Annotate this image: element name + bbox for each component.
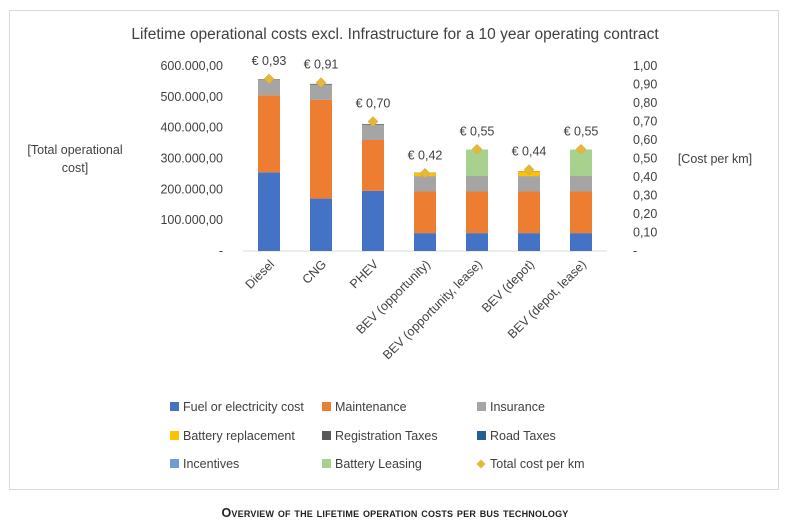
legend-swatch	[322, 459, 331, 468]
legend-label: Battery replacement	[183, 429, 295, 443]
bar-segment	[310, 99, 332, 199]
cost-per-km-label: € 0,55	[460, 124, 495, 138]
bar-segment	[310, 198, 332, 251]
right-tick-label: 0,10	[633, 226, 657, 240]
right-tick-label: 0,70	[633, 115, 657, 129]
legend: Fuel or electricity cost Maintenance Insur…	[170, 400, 584, 471]
bar-segment	[258, 79, 280, 96]
left-tick-label: 300.000,00	[160, 152, 223, 166]
bar-segment	[362, 140, 384, 191]
bar-segment	[570, 233, 592, 251]
cost-per-km-marker	[523, 164, 535, 175]
bar-segment	[466, 149, 488, 176]
cost-per-km-labels: € 0,93 € 0,91 € 0,70 € 0,42 € 0,55 € 0,44 € 0,…	[252, 54, 599, 162]
bar-segment	[466, 191, 488, 234]
left-tick-label: 100.000,00	[160, 213, 223, 227]
category-label: Diesel	[243, 257, 277, 291]
bar-segment	[570, 149, 592, 176]
bar-segment	[414, 191, 436, 234]
legend-label: Insurance	[490, 400, 545, 414]
right-axis-ticks: - 0,10 0,20 0,30 0,40 0,50 0,60 0,70 0,80 0,90 1,0…	[633, 59, 657, 258]
cost-per-km-markers	[263, 73, 587, 179]
cost-per-km-marker	[471, 143, 483, 155]
legend-label: Road Taxes	[490, 429, 556, 443]
bar-segment	[258, 95, 280, 173]
bar-segment	[518, 233, 540, 251]
bar-segment	[362, 124, 384, 140]
cost-per-km-marker	[367, 116, 379, 127]
right-tick-label: 0,60	[633, 133, 657, 147]
left-axis-label: [Total operational cost]	[27, 143, 122, 175]
cost-per-km-label: € 0,93	[252, 54, 287, 68]
chart-title: Lifetime operational costs excl. Infrast…	[131, 26, 659, 43]
bar-segment	[570, 176, 592, 192]
legend-label: Incentives	[183, 457, 239, 471]
right-axis-title: [Cost per km]	[678, 152, 752, 166]
bars	[258, 79, 592, 251]
left-axis-title: [Total operational cost]	[27, 143, 122, 175]
legend-label: Total cost per km	[490, 457, 584, 471]
bar-segment	[466, 233, 488, 251]
cost-per-km-marker	[575, 143, 587, 155]
category-label: PHEV	[347, 257, 381, 291]
right-axis-label: [Cost per km]	[678, 152, 752, 166]
left-axis-ticks: - 100.000,00 200.000,00 300.000,00 400.000,0…	[160, 59, 223, 258]
right-tick-label: 0,30	[633, 189, 657, 203]
left-tick-label: 200.000,00	[160, 182, 223, 196]
category-label: CNG	[300, 257, 330, 287]
figure-caption: Overview of the lifetime operation costs…	[221, 506, 569, 520]
legend-swatch	[322, 402, 331, 411]
legend-swatch	[170, 402, 179, 411]
left-tick-label: 400.000,00	[160, 121, 223, 135]
legend-label: Battery Leasing	[335, 457, 422, 471]
bar-segment	[518, 176, 540, 192]
left-tick-label: 600.000,00	[160, 59, 223, 73]
right-tick-label: 0,90	[633, 78, 657, 92]
chart-frame: Lifetime operational costs excl. Infrast…	[9, 10, 779, 490]
chart-svg: Lifetime operational costs excl. Infrast…	[27, 26, 752, 471]
legend-swatch	[170, 431, 179, 440]
category-label: BEV (opportunity, lease)	[380, 257, 485, 362]
legend-label: Maintenance	[335, 400, 407, 414]
legend-swatch	[322, 431, 331, 440]
right-tick-label: 0,20	[633, 207, 657, 221]
legend-label: Registration Taxes	[335, 429, 438, 443]
cost-per-km-label: € 0,70	[356, 97, 391, 111]
cost-per-km-marker	[315, 77, 327, 89]
cost-per-km-label: € 0,55	[564, 124, 599, 138]
bar-segment	[310, 84, 332, 100]
bar-segment	[518, 191, 540, 234]
legend-swatch	[170, 459, 179, 468]
cost-per-km-label: € 0,91	[304, 58, 339, 72]
category-label: BEV (depot)	[479, 257, 537, 315]
right-tick-label: 1,00	[633, 59, 657, 73]
cost-per-km-label: € 0,42	[408, 148, 443, 162]
bar-segment	[362, 190, 384, 251]
bar-segment	[258, 172, 280, 251]
bar-segment	[414, 176, 436, 192]
right-tick-label: 0,40	[633, 170, 657, 184]
right-tick-label: 0,80	[633, 96, 657, 110]
bar-segment	[414, 233, 436, 251]
legend-label: Fuel or electricity cost	[183, 400, 304, 414]
cost-per-km-label: € 0,44	[512, 145, 547, 159]
legend-swatch	[477, 402, 486, 411]
bar-segment	[466, 176, 488, 192]
left-tick-label: -	[219, 244, 223, 258]
legend-swatch	[476, 459, 486, 469]
bar-segment	[570, 191, 592, 234]
right-tick-label: 0,50	[633, 152, 657, 166]
legend-swatch	[477, 431, 486, 440]
cost-per-km-marker	[419, 167, 431, 179]
cost-per-km-marker	[263, 73, 275, 85]
left-tick-label: 500.000,00	[160, 90, 223, 104]
right-tick-label: -	[633, 244, 637, 258]
